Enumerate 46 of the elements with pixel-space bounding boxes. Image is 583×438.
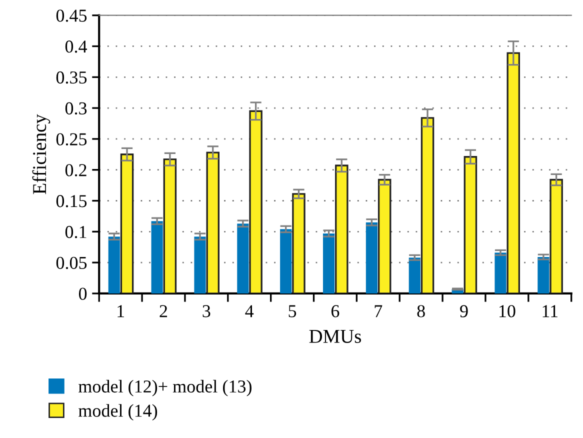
bar [335,164,348,294]
y-tick-label: 0.45 [56,10,87,22]
bar [280,229,292,294]
bar [292,193,306,294]
bar [366,222,378,294]
y-tick-label: 0.25 [56,133,87,146]
x-tick-label: 5 [288,305,296,318]
x-tick-label: 3 [202,305,210,318]
bar [550,178,563,294]
x-tick-label: 8 [417,305,425,318]
bar [206,152,220,294]
x-tick-label: 1 [118,305,124,318]
x-tick-label: 2 [160,305,168,318]
bar [120,154,134,294]
legend-label: model (12)+ model (13) [78,380,252,396]
bar [108,236,120,294]
y-tick-label: 0 [78,288,87,300]
bar [163,158,177,294]
y-tick-label: 0.35 [56,71,87,84]
bar [420,117,434,294]
y-tick-label: 0.2 [65,164,86,176]
y-axis-title: Efficiency [32,114,50,194]
bar [408,258,420,294]
bar [151,221,163,294]
y-tick-label: 0.4 [65,40,88,53]
x-tick-label: 9 [460,305,468,318]
bar [464,156,478,294]
bar [322,234,335,294]
bar [237,224,249,294]
bar [249,110,262,294]
y-tick-label: 0.3 [65,102,87,115]
bar [538,256,550,294]
x-axis-title: DMUs [309,330,361,343]
legend-label: model (14) [78,404,158,421]
y-tick-label: 0.05 [56,256,87,270]
bar [494,252,506,294]
x-tick-label: 10 [500,305,516,318]
x-tick-label: 4 [245,305,254,318]
y-tick-label: 0.15 [56,195,87,208]
x-tick-label: 7 [374,305,382,318]
bar [506,52,520,294]
bar [194,236,206,294]
y-tick-label: 0.1 [65,226,86,238]
bar [378,178,392,294]
x-tick-label: 11 [542,305,558,318]
x-tick-label: 6 [331,305,340,318]
